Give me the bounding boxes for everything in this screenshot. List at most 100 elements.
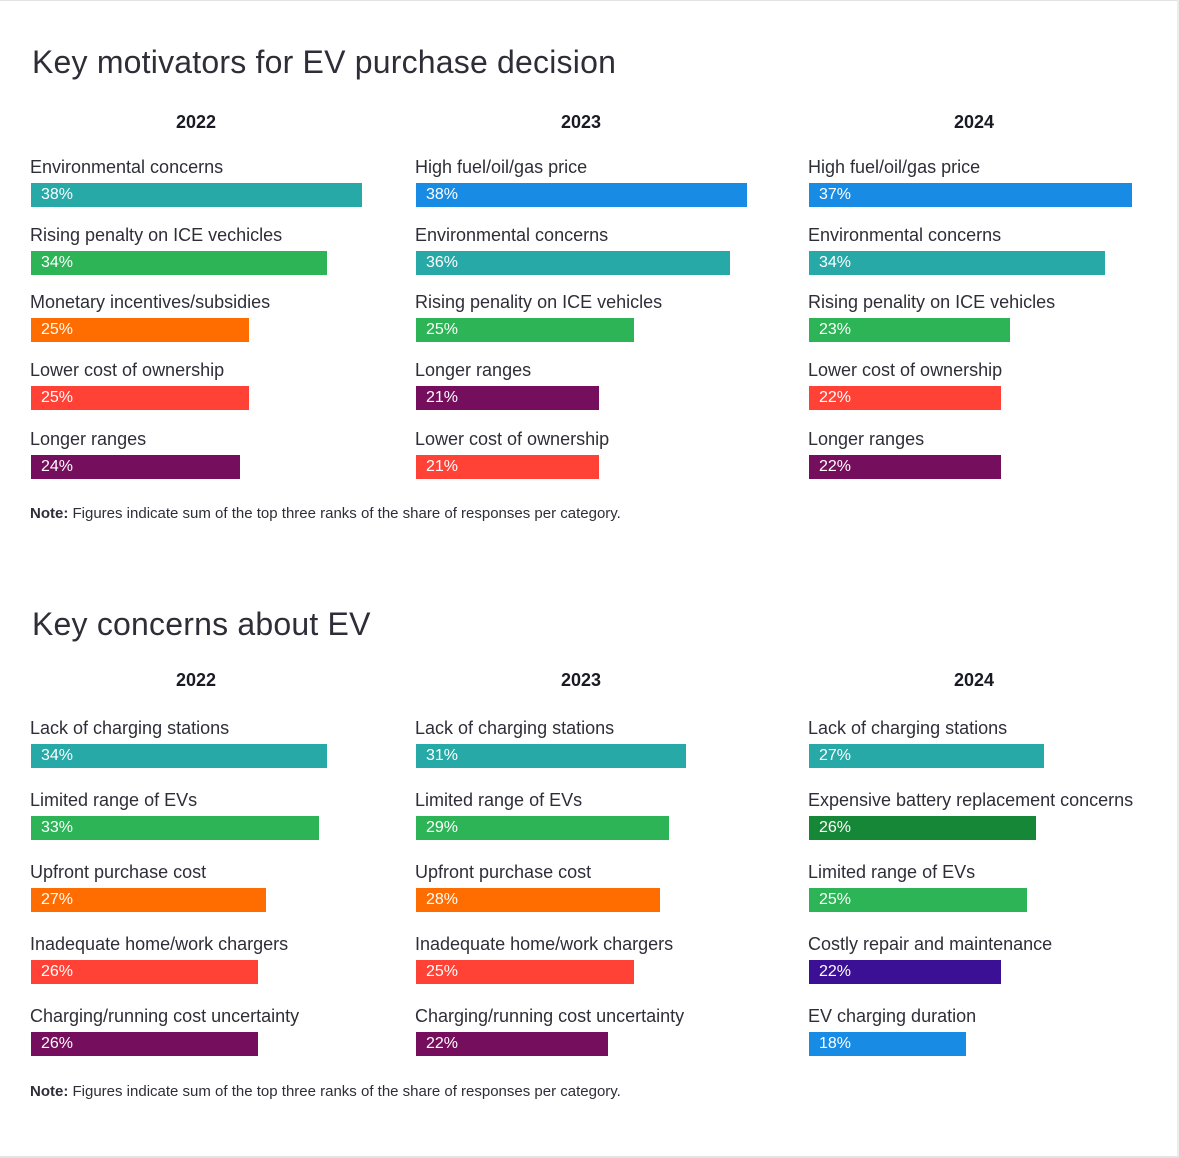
bar: 38%	[31, 183, 362, 207]
category-label: Charging/running cost uncertainty	[30, 1006, 300, 1026]
panel-year-2022: 2022	[175, 112, 217, 132]
panel-year-2024: 2024	[953, 670, 995, 690]
category-label: High fuel/oil/gas price	[808, 157, 981, 177]
category-label: Longer ranges	[808, 429, 925, 449]
note-prefix: Note:	[30, 1083, 69, 1100]
bar: 24%	[31, 455, 240, 479]
category-label: Monetary incentives/subsidies	[30, 292, 271, 312]
category-label: Lack of charging stations	[808, 718, 1008, 738]
category-label: Lower cost of ownership	[808, 360, 1003, 380]
bar-value-label: 25%	[41, 321, 74, 338]
bar: 22%	[809, 960, 1001, 984]
bar-value-label: 27%	[41, 891, 74, 908]
category-label: Rising penality on ICE vehicles	[808, 292, 1056, 312]
category-label: Limited range of EVs	[415, 790, 583, 810]
category-label: Lower cost of ownership	[30, 360, 225, 380]
bar-value-label: 27%	[819, 747, 852, 764]
bar-value-label: 21%	[426, 389, 459, 406]
bar: 27%	[809, 744, 1044, 768]
panel-year-2024: 2024	[953, 112, 995, 132]
bar: 22%	[416, 1032, 608, 1056]
note-text: Figures indicate sum of the top three ra…	[68, 1083, 621, 1100]
bar-value-label: 26%	[819, 819, 852, 836]
category-label: Inadequate home/work chargers	[30, 934, 289, 954]
bar: 34%	[809, 251, 1105, 275]
bar: 37%	[809, 183, 1132, 207]
bar: 25%	[416, 960, 634, 984]
bar: 25%	[31, 318, 249, 342]
bar: 22%	[809, 386, 1001, 410]
bar-value-label: 38%	[426, 186, 459, 203]
bar: 26%	[31, 960, 258, 984]
category-label: Upfront purchase cost	[415, 862, 592, 882]
bar-value-label: 34%	[819, 254, 852, 271]
category-label: Longer ranges	[30, 429, 147, 449]
bar: 22%	[809, 455, 1001, 479]
category-label: Limited range of EVs	[30, 790, 198, 810]
bar: 33%	[31, 816, 319, 840]
bar-value-label: 22%	[819, 963, 852, 980]
category-label: Upfront purchase cost	[30, 862, 207, 882]
bar-value-label: 18%	[819, 1035, 852, 1052]
bar-value-label: 24%	[41, 458, 74, 475]
panel-year-2023: 2023	[560, 670, 602, 690]
motivators-title: Key motivators for EV purchase decision	[32, 44, 617, 80]
bar: 26%	[809, 816, 1036, 840]
bar-value-label: 26%	[41, 963, 74, 980]
category-label: EV charging duration	[808, 1006, 977, 1026]
bar-value-label: 34%	[41, 254, 74, 271]
bar-value-label: 25%	[41, 389, 74, 406]
category-label: Rising penalty on ICE vechicles	[30, 225, 283, 245]
category-label: Environmental concerns	[808, 225, 1002, 245]
category-label: Lack of charging stations	[415, 718, 615, 738]
bar-value-label: 38%	[41, 186, 74, 203]
bar-value-label: 22%	[819, 389, 852, 406]
category-label: Costly repair and maintenance	[808, 934, 1053, 954]
category-label: Longer ranges	[415, 360, 532, 380]
concerns-note: Note: Figures indicate sum of the top th…	[30, 1083, 621, 1100]
bar: 34%	[31, 251, 327, 275]
motivators-note: Note: Figures indicate sum of the top th…	[30, 505, 621, 522]
bar-value-label: 25%	[426, 963, 459, 980]
panel-year-2023: 2023	[560, 112, 602, 132]
bar-value-label: 22%	[819, 458, 852, 475]
bar-value-label: 23%	[819, 321, 852, 338]
bar: 29%	[416, 816, 669, 840]
category-label: High fuel/oil/gas price	[415, 157, 588, 177]
category-label: Inadequate home/work chargers	[415, 934, 674, 954]
note-text: Figures indicate sum of the top three ra…	[68, 505, 621, 522]
category-label: Limited range of EVs	[808, 862, 976, 882]
bar-value-label: 25%	[819, 891, 852, 908]
bar: 36%	[416, 251, 730, 275]
bar: 38%	[416, 183, 747, 207]
bar-value-label: 26%	[41, 1035, 74, 1052]
category-label: Environmental concerns	[415, 225, 609, 245]
category-label: Environmental concerns	[30, 157, 224, 177]
bar: 26%	[31, 1032, 258, 1056]
motivators-section: Key motivators for EV purchase decision …	[0, 0, 1179, 560]
bar-value-label: 29%	[426, 819, 459, 836]
frame-right-border	[1177, 0, 1179, 1158]
category-label: Expensive battery replacement concerns	[808, 790, 1134, 810]
frame-top-border	[0, 0, 1179, 1]
category-label: Lack of charging stations	[30, 718, 230, 738]
concerns-title: Key concerns about EV	[32, 606, 371, 642]
bar-value-label: 22%	[426, 1035, 459, 1052]
category-label: Lower cost of ownership	[415, 429, 610, 449]
category-label: Charging/running cost uncertainty	[415, 1006, 685, 1026]
bar: 25%	[809, 888, 1027, 912]
bar: 25%	[31, 386, 249, 410]
category-label: Rising penality on ICE vehicles	[415, 292, 663, 312]
frame-bottom-border	[0, 1156, 1179, 1158]
bar: 25%	[416, 318, 634, 342]
bar-value-label: 25%	[426, 321, 459, 338]
bar-value-label: 37%	[819, 186, 852, 203]
bar: 34%	[31, 744, 327, 768]
bar: 23%	[809, 318, 1010, 342]
bar-value-label: 28%	[426, 891, 459, 908]
bar: 31%	[416, 744, 686, 768]
bar-value-label: 31%	[426, 747, 459, 764]
note-prefix: Note:	[30, 505, 69, 522]
bar: 27%	[31, 888, 266, 912]
bar: 28%	[416, 888, 660, 912]
